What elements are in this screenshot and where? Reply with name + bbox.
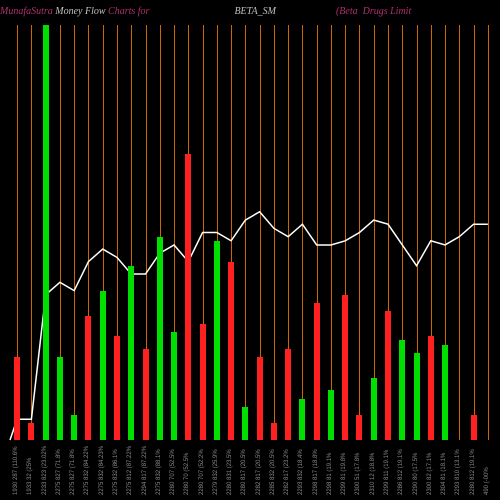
x-axis-label: 2280 831 (23.5% (227, 449, 233, 495)
bar (242, 407, 248, 440)
bar (43, 25, 49, 440)
bar (414, 353, 420, 440)
gridline (74, 25, 75, 440)
x-axis-label: 2298 817 (18.8% (313, 449, 319, 495)
gridline (302, 25, 303, 440)
x-axis-label: 2298 81 (19.1% (327, 453, 333, 495)
x-axis-label: 2286 812 (19.1% (398, 449, 404, 495)
bar (171, 332, 177, 440)
gridline (459, 25, 460, 440)
x-axis-label: 2310 12 (18.8% (370, 453, 376, 495)
x-axis-label: 2299 81 (19.8% (341, 453, 347, 495)
gridline (31, 25, 32, 440)
bar (285, 349, 291, 440)
chart-plot-area: 1930 287 (110.6% 1933 32 (25% 2233 823 (23… (0, 0, 500, 500)
bar (100, 291, 106, 440)
bar (371, 378, 377, 440)
x-axis-label: 2275 827 (71.8% (70, 449, 76, 495)
bar (185, 154, 191, 440)
bar (157, 237, 163, 440)
bar (342, 295, 348, 440)
money-flow-chart: MunafaSutra Money Flow Charts for BETA_S… (0, 0, 500, 500)
bar (85, 316, 91, 441)
x-axis-label: 2294 817 (87.22% (142, 446, 148, 495)
bar (328, 390, 334, 440)
bar (214, 241, 220, 440)
bar (442, 345, 448, 440)
bar (271, 423, 277, 440)
bar (57, 357, 63, 440)
bar (114, 336, 120, 440)
x-axis-label: 2275 832 (88.1% (156, 449, 162, 495)
x-axis-label: 2293 832 (18.4% (298, 449, 304, 495)
x-axis-label: 2300 82 (17.1% (427, 453, 433, 495)
x-axis-label: 2233 823 (23.02% (42, 446, 48, 495)
bar (14, 357, 20, 440)
bar (385, 311, 391, 440)
bar (28, 423, 34, 440)
x-axis-label: 2293 810 (13.1% (455, 449, 461, 495)
x-axis-label: 2275 832 (86.1% (113, 449, 119, 495)
x-axis-label: 2290 80 (17.5% (413, 453, 419, 495)
bar (299, 399, 305, 441)
bar (471, 415, 477, 440)
bar (399, 340, 405, 440)
x-axis-label: 2275 812 (87.22% (127, 446, 133, 495)
x-axis-label: 2275 832 (84.23% (99, 446, 105, 495)
x-axis-label: 2280 812 (19.1% (470, 449, 476, 495)
bar (428, 336, 434, 440)
bar (143, 349, 149, 440)
x-axis-label: 2280 817 (20.5% (241, 449, 247, 495)
x-axis-label: 2280 707 (52.2% (199, 449, 205, 495)
x-axis-label: 2299 811 (19.1% (384, 450, 390, 495)
x-axis-label: 2304 81 (18.1% (441, 453, 447, 495)
gridline (274, 25, 275, 440)
x-axis-label: 2300 51 (17.8% (355, 453, 361, 495)
x-axis-label: 1933 32 (25% (27, 458, 33, 495)
x-axis-label: 2275 832 (84.22% (84, 446, 90, 495)
gridline (359, 25, 360, 440)
x-axis-label: 2282 817 (23.2% (284, 449, 290, 495)
x-axis-label: 2285 832 (20.5% (270, 449, 276, 495)
bar (314, 303, 320, 440)
bar (257, 357, 263, 440)
x-axis-label: 2275 827 (71.8% (56, 449, 62, 495)
gridline (331, 25, 332, 440)
bar (228, 262, 234, 440)
x-axis-label: 2280 707 (52.5% (170, 449, 176, 495)
bar (356, 415, 362, 440)
x-axis-label: 1930 287 (110.6% (13, 446, 19, 495)
bar (200, 324, 206, 440)
gridline (245, 25, 246, 440)
x-axis-label: 2282 817 (20.5% (256, 449, 262, 495)
x-axis-label: 2279 832 (25.9% (213, 449, 219, 495)
x-axis-label: 490 (-00% (484, 467, 490, 495)
bar (71, 415, 77, 440)
x-axis-label: 2280 70 (52.5% (184, 453, 190, 495)
gridline (474, 25, 475, 440)
gridline (488, 25, 489, 440)
bar (128, 266, 134, 440)
